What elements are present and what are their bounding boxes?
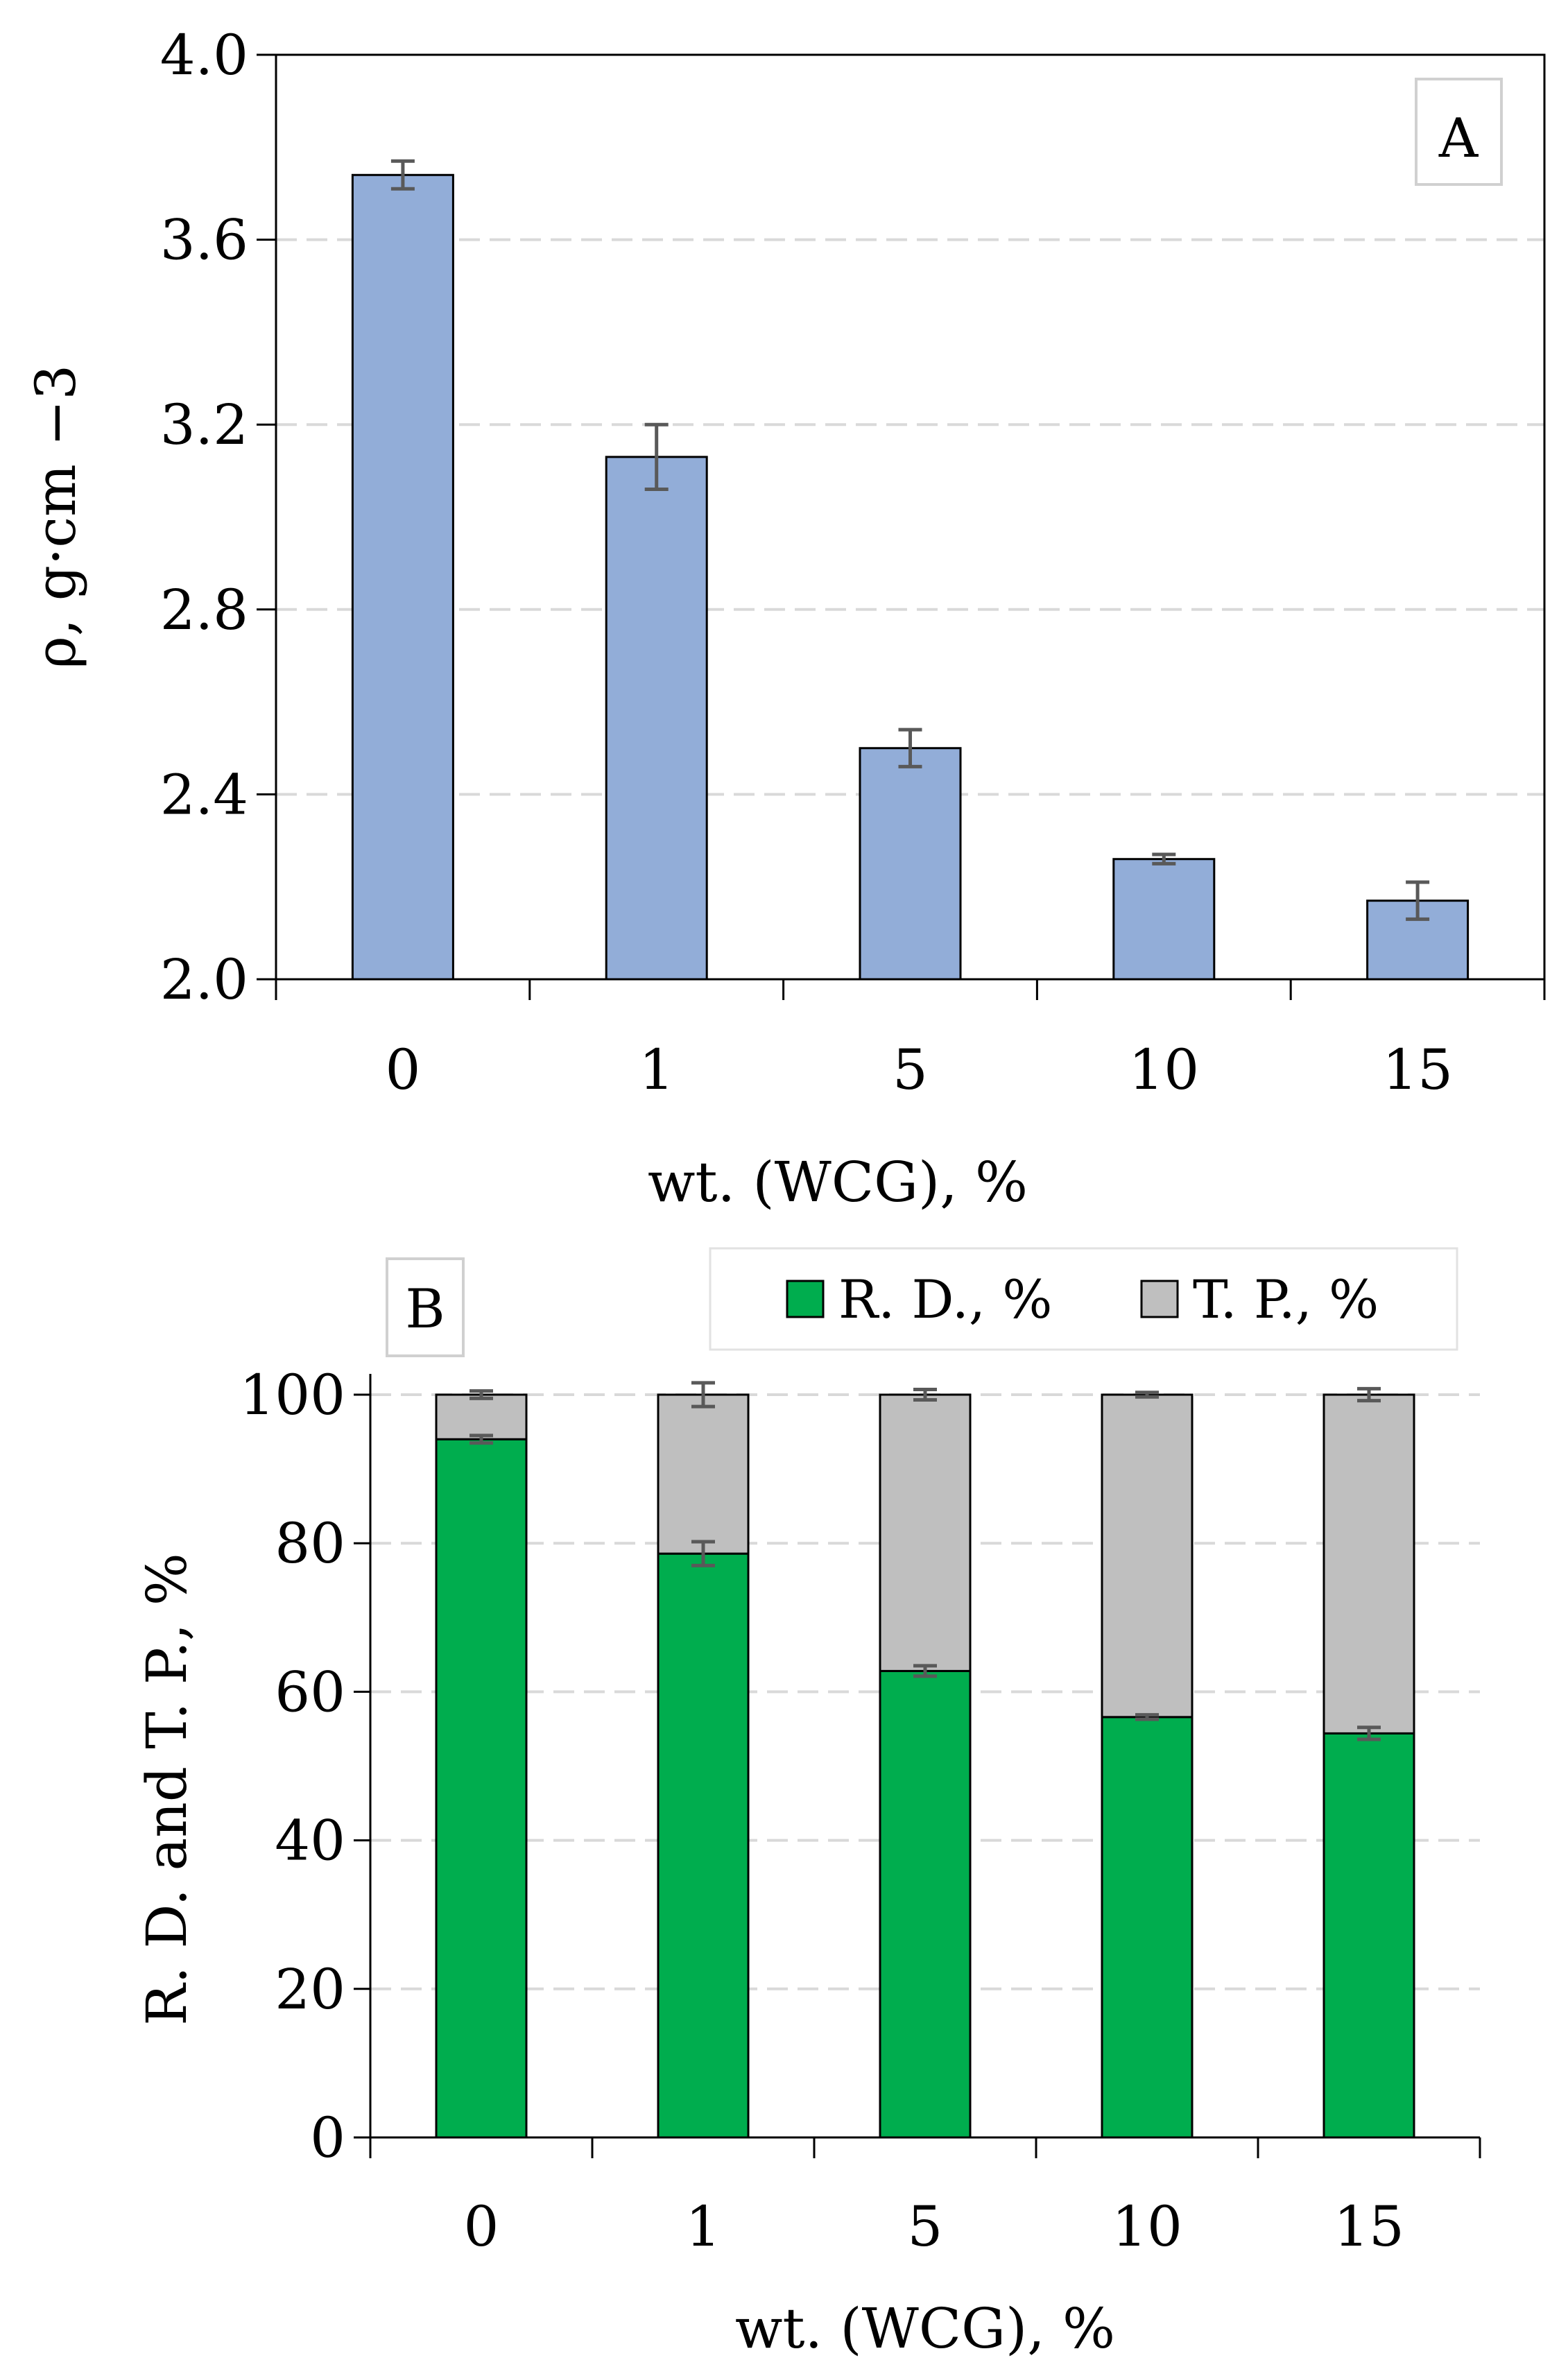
panel-b-error-bar-tp-0 xyxy=(469,1389,493,1400)
panel-b-y-tick-label: 40 xyxy=(275,1809,345,1873)
panel-a-x-tick-label: 10 xyxy=(1128,1038,1199,1102)
panel-a-error-bar-1 xyxy=(644,422,669,492)
panel-a-y-tick-label: 3.6 xyxy=(160,208,248,273)
panel-b-bar-tp-5 xyxy=(879,1393,972,1672)
panel-b-y-tick-label: 80 xyxy=(275,1511,345,1576)
panel-b-y-axis-title: R. D. and T. P., % xyxy=(135,1553,199,2025)
panel-a-x-tick-label: 0 xyxy=(385,1038,420,1102)
panel-a-bar-1 xyxy=(605,456,708,981)
panel-a-bar-10 xyxy=(1112,858,1216,981)
legend-swatch-rd xyxy=(786,1280,825,1318)
panel-a-x-axis-title: wt. (WCG), % xyxy=(648,1150,1028,1214)
panel-a-y-tick-label: 2.0 xyxy=(160,947,248,1012)
legend-label-tp: T. P., % xyxy=(1193,1268,1379,1330)
panel-b-error-bar-tp-10 xyxy=(1135,1391,1159,1399)
panel-a-letter: A xyxy=(1438,107,1479,170)
legend-label-rd: R. D., % xyxy=(838,1268,1052,1330)
panel-b-y-tick-label: 20 xyxy=(275,1957,345,2022)
panel-b-x-tick-label: 1 xyxy=(686,2194,721,2259)
panel-a-y-tick-label: 2.4 xyxy=(160,762,248,827)
panel-b-error-bar-rd-5 xyxy=(913,1664,937,1678)
panel-b-letter: B xyxy=(405,1278,445,1341)
panel-a-axis-ticks xyxy=(257,53,1546,1000)
panel-b-bar-rd-15 xyxy=(1323,1732,1415,2139)
panel-b-x-tick-label: 15 xyxy=(1334,2194,1404,2259)
panel-b-error-bar-tp-1 xyxy=(691,1381,715,1409)
panel-a-y-axis-title: ρ, g·cm −3 xyxy=(24,365,88,669)
panel-a-error-bar-10 xyxy=(1152,852,1176,866)
panel-b-error-bar-rd-10 xyxy=(1135,1713,1159,1721)
panel-b-y-tick-label: 0 xyxy=(310,2106,345,2170)
panel-b-error-bar-tp-15 xyxy=(1357,1386,1381,1403)
panel-b-bar-rd-0 xyxy=(435,1438,528,2139)
panel-a-bar-0 xyxy=(351,173,454,981)
panel-a-x-tick-label: 5 xyxy=(893,1038,928,1102)
panel-b-x-axis-title: wt. (WCG), % xyxy=(735,2296,1115,2361)
panel-a-error-bar-15 xyxy=(1406,880,1430,921)
panel-b-bar-tp-1 xyxy=(657,1393,750,1555)
panel-b-y-tick-label: 100 xyxy=(239,1363,345,1427)
panel-b-bar-rd-1 xyxy=(657,1552,750,2139)
panel-b-x-tick-label: 5 xyxy=(908,2194,943,2259)
panel-b-x-tick-label: 0 xyxy=(464,2194,499,2259)
legend-swatch-tp xyxy=(1140,1280,1179,1318)
panel-a-y-tick-label: 2.8 xyxy=(160,578,248,642)
panel-a-y-tick-label: 4.0 xyxy=(160,23,248,87)
panel-b-x-tick-label: 10 xyxy=(1112,2194,1182,2259)
panel-a-bars xyxy=(351,173,1470,981)
panel-b-x-tick-labels: 0 1 5 10 15 xyxy=(464,2194,1404,2259)
panel-a-error-bar-0 xyxy=(390,159,415,191)
panel-b-error-bars xyxy=(469,1381,1381,1741)
panel-a-y-tick-labels: 2.0 2.4 2.8 3.2 3.6 4.0 xyxy=(160,23,248,1012)
panel-b-error-bar-tp-5 xyxy=(913,1388,937,1402)
panel-a-plot-frame xyxy=(275,53,1546,981)
panel-b-bar-tp-0 xyxy=(435,1393,528,1440)
panel-b-y-tick-label: 60 xyxy=(275,1660,345,1724)
panel-a-letter-box xyxy=(1415,78,1503,186)
panel-b-error-bar-rd-1 xyxy=(691,1540,715,1567)
panel-b-bar-rd-5 xyxy=(879,1669,972,2139)
panel-a-y-tick-label: 3.2 xyxy=(160,393,248,457)
panel-b-letter-box xyxy=(386,1257,465,1357)
panel-a-error-bars xyxy=(390,159,1430,921)
panel-b-bars xyxy=(435,1393,1415,2139)
panel-a-x-tick-labels: 0 1 5 10 15 xyxy=(385,1038,1453,1102)
panel-a-x-tick-label: 1 xyxy=(639,1038,674,1102)
panel-b-error-bar-rd-0 xyxy=(469,1434,493,1445)
panel-b-axis-ticks xyxy=(354,1374,1481,2158)
panel-a-error-bar-5 xyxy=(898,728,922,768)
panel-b-legend-box xyxy=(709,1247,1458,1351)
panel-b-y-tick-labels: 0 20 40 60 80 100 xyxy=(239,1363,345,2170)
panel-a-gridlines xyxy=(276,238,1544,796)
panel-b-bar-tp-10 xyxy=(1101,1393,1194,1719)
panel-b-bar-rd-10 xyxy=(1101,1716,1194,2139)
panel-b-bar-tp-15 xyxy=(1323,1393,1415,1735)
panel-a-bar-5 xyxy=(859,747,962,981)
panel-b-error-bar-rd-15 xyxy=(1357,1725,1381,1741)
panel-a-x-tick-label: 15 xyxy=(1382,1038,1453,1102)
panel-a-chart: 2.02.42.83.23.64.0 0 1 5 10 15 ρ, g·cm −3 wt… xyxy=(24,23,1546,1214)
